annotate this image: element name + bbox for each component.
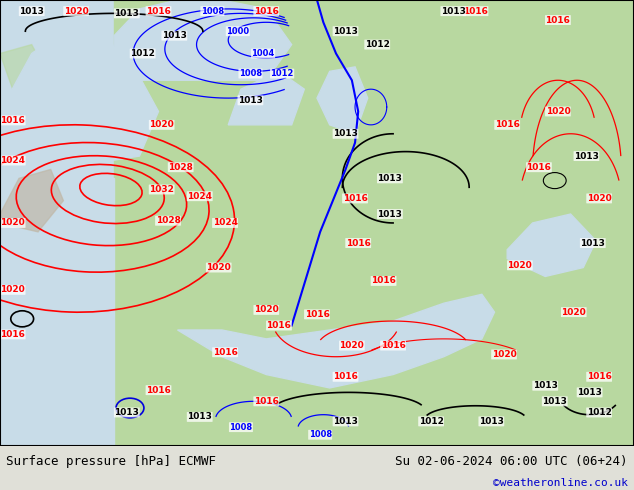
Text: 1013: 1013 <box>377 174 403 183</box>
Polygon shape <box>0 45 51 112</box>
Polygon shape <box>114 0 634 446</box>
Text: 1016: 1016 <box>0 330 25 339</box>
Text: 1016: 1016 <box>371 276 396 285</box>
Text: 1028: 1028 <box>155 216 181 225</box>
Text: 1013: 1013 <box>542 397 567 406</box>
Text: 1013: 1013 <box>333 27 358 36</box>
Text: 1013: 1013 <box>533 381 558 390</box>
Text: 1028: 1028 <box>168 163 193 172</box>
Polygon shape <box>0 22 158 178</box>
Text: 1012: 1012 <box>418 417 444 426</box>
Text: 1016: 1016 <box>212 348 238 357</box>
Text: 1000: 1000 <box>226 27 249 36</box>
Polygon shape <box>285 9 368 107</box>
Text: 1013: 1013 <box>479 417 504 426</box>
Text: 1024: 1024 <box>187 192 212 201</box>
Text: Surface pressure [hPa] ECMWF: Surface pressure [hPa] ECMWF <box>6 455 216 468</box>
Text: 1020: 1020 <box>339 341 365 350</box>
Text: 1012: 1012 <box>271 69 294 78</box>
Text: 1013: 1013 <box>114 408 139 417</box>
Text: 1016: 1016 <box>254 7 279 16</box>
Text: 1016: 1016 <box>304 310 330 319</box>
Text: 1008: 1008 <box>309 430 332 439</box>
Text: 1024: 1024 <box>212 219 238 227</box>
Text: 1013: 1013 <box>114 9 139 18</box>
Text: 1012: 1012 <box>586 408 612 417</box>
Text: 1016: 1016 <box>266 321 292 330</box>
Text: 1020: 1020 <box>561 308 586 317</box>
Polygon shape <box>0 178 114 446</box>
Text: 1020: 1020 <box>0 219 25 227</box>
Text: 1020: 1020 <box>206 263 231 272</box>
Text: 1020: 1020 <box>507 261 533 270</box>
Text: 1020: 1020 <box>63 7 89 16</box>
Text: 1020: 1020 <box>149 121 174 129</box>
Text: 1013: 1013 <box>19 7 44 16</box>
Text: 1008: 1008 <box>239 69 262 78</box>
Polygon shape <box>114 0 292 80</box>
Text: 1013: 1013 <box>577 388 602 397</box>
Text: 1008: 1008 <box>230 423 252 432</box>
Text: Su 02-06-2024 06:00 UTC (06+24): Su 02-06-2024 06:00 UTC (06+24) <box>395 455 628 468</box>
Polygon shape <box>178 294 495 388</box>
Text: 1016: 1016 <box>342 194 368 203</box>
Polygon shape <box>507 214 596 276</box>
Text: 1013: 1013 <box>574 151 599 161</box>
Polygon shape <box>0 0 634 446</box>
Text: 1016: 1016 <box>346 239 371 247</box>
Text: 1020: 1020 <box>0 285 25 294</box>
Text: 1013: 1013 <box>580 239 605 247</box>
Text: 1016: 1016 <box>526 163 552 172</box>
Text: 1004: 1004 <box>252 49 275 58</box>
Text: 1016: 1016 <box>146 386 171 394</box>
Text: 1013: 1013 <box>333 129 358 138</box>
Text: 1016: 1016 <box>495 121 520 129</box>
Text: 1012: 1012 <box>365 40 390 49</box>
Text: ©weatheronline.co.uk: ©weatheronline.co.uk <box>493 478 628 489</box>
Text: 1008: 1008 <box>201 7 224 16</box>
Text: 1016: 1016 <box>0 116 25 125</box>
Text: 1020: 1020 <box>491 350 517 359</box>
Polygon shape <box>190 80 241 143</box>
Text: 1013: 1013 <box>377 210 403 219</box>
Text: 1016: 1016 <box>463 7 488 16</box>
Text: 1013: 1013 <box>238 96 263 105</box>
Polygon shape <box>139 334 203 410</box>
Text: 1013: 1013 <box>187 413 212 421</box>
Text: 1012: 1012 <box>130 49 155 58</box>
Text: 1032: 1032 <box>149 185 174 194</box>
Text: 1020: 1020 <box>254 305 279 315</box>
Polygon shape <box>228 72 304 125</box>
Text: 1016: 1016 <box>146 7 171 16</box>
Polygon shape <box>317 67 368 134</box>
Text: 1013: 1013 <box>441 7 466 16</box>
Text: 1013: 1013 <box>162 31 187 40</box>
Polygon shape <box>0 170 63 232</box>
Text: 1016: 1016 <box>586 372 612 381</box>
Text: 1020: 1020 <box>545 107 571 116</box>
Text: 1016: 1016 <box>254 397 279 406</box>
Text: 1013: 1013 <box>333 417 358 426</box>
Text: 1020: 1020 <box>586 194 612 203</box>
Text: 1016: 1016 <box>333 372 358 381</box>
Text: 1016: 1016 <box>545 16 571 24</box>
Text: 1016: 1016 <box>380 341 406 350</box>
Text: 1024: 1024 <box>0 156 25 165</box>
